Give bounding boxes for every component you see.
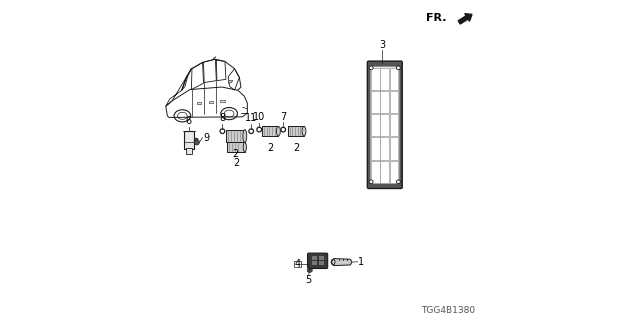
Circle shape <box>370 66 373 69</box>
Bar <box>371 137 380 160</box>
Bar <box>311 260 317 265</box>
Text: 2: 2 <box>232 149 238 159</box>
Text: 2: 2 <box>233 158 239 168</box>
Bar <box>371 68 380 90</box>
Circle shape <box>257 127 262 132</box>
Bar <box>371 91 380 113</box>
Bar <box>227 142 245 152</box>
Bar <box>390 161 398 183</box>
Text: 3: 3 <box>380 40 385 50</box>
Bar <box>390 91 398 113</box>
Circle shape <box>397 66 400 69</box>
Bar <box>294 261 301 267</box>
Polygon shape <box>332 259 352 266</box>
Bar <box>380 91 389 113</box>
Text: 5: 5 <box>306 275 312 285</box>
Bar <box>380 161 389 183</box>
Bar <box>226 130 245 142</box>
Text: 6: 6 <box>186 116 192 126</box>
Text: FR.: FR. <box>426 12 447 23</box>
Circle shape <box>195 138 198 142</box>
Bar <box>318 260 324 265</box>
Circle shape <box>258 129 260 131</box>
Bar <box>380 68 389 90</box>
FancyArrow shape <box>458 14 472 24</box>
Bar <box>371 161 380 183</box>
Text: 11: 11 <box>245 113 257 123</box>
Text: 2: 2 <box>268 143 273 153</box>
Circle shape <box>397 67 399 68</box>
Bar <box>288 126 304 136</box>
Bar <box>262 126 278 136</box>
Circle shape <box>397 181 399 182</box>
Circle shape <box>250 130 252 132</box>
Circle shape <box>397 180 400 183</box>
Bar <box>184 131 195 149</box>
Bar <box>197 102 201 104</box>
Text: 9: 9 <box>204 132 209 143</box>
Circle shape <box>195 140 200 145</box>
Bar <box>220 100 225 102</box>
Circle shape <box>249 129 253 133</box>
FancyBboxPatch shape <box>307 253 328 268</box>
Ellipse shape <box>243 130 247 142</box>
Bar <box>186 148 193 154</box>
Bar <box>371 114 380 136</box>
Ellipse shape <box>276 126 280 136</box>
Text: 4: 4 <box>294 259 301 269</box>
Circle shape <box>371 181 372 182</box>
Bar <box>390 114 398 136</box>
Circle shape <box>371 67 372 68</box>
Polygon shape <box>228 81 233 83</box>
Bar <box>390 137 398 160</box>
Bar <box>318 255 324 260</box>
Circle shape <box>282 129 284 131</box>
Text: 10: 10 <box>253 112 266 122</box>
Text: 2: 2 <box>293 143 299 153</box>
FancyBboxPatch shape <box>370 67 399 184</box>
Ellipse shape <box>307 268 312 272</box>
Circle shape <box>220 129 225 133</box>
Text: TGG4B1380: TGG4B1380 <box>421 306 475 315</box>
Bar <box>380 137 389 160</box>
Ellipse shape <box>302 126 306 136</box>
Circle shape <box>281 127 285 132</box>
Ellipse shape <box>243 142 246 152</box>
Text: 8: 8 <box>220 113 225 123</box>
Text: 7: 7 <box>280 112 286 122</box>
Bar <box>390 68 398 90</box>
Bar <box>209 101 214 103</box>
Bar <box>311 255 317 260</box>
Bar <box>380 114 389 136</box>
FancyBboxPatch shape <box>367 61 403 188</box>
Circle shape <box>370 180 373 183</box>
Text: 1: 1 <box>358 257 365 267</box>
Circle shape <box>221 130 223 132</box>
